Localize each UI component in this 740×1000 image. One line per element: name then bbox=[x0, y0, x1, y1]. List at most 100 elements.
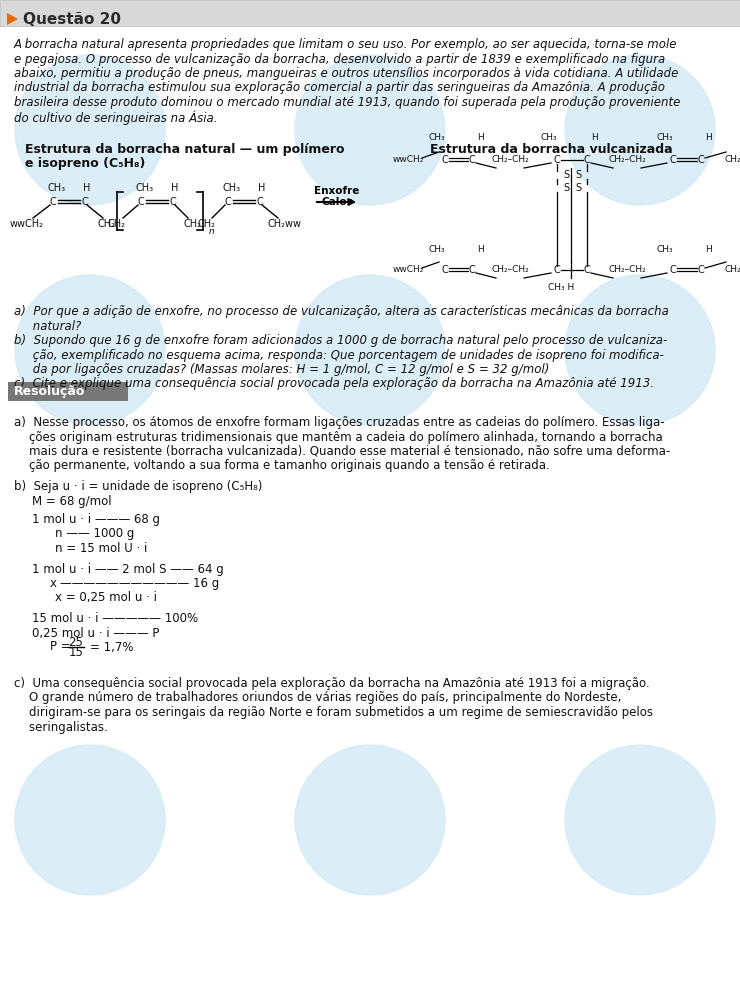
Text: Questão 20: Questão 20 bbox=[23, 11, 121, 26]
Text: CH₃: CH₃ bbox=[541, 133, 557, 142]
Text: CH₂–CH₂: CH₂–CH₂ bbox=[608, 155, 646, 164]
Text: C: C bbox=[81, 197, 88, 207]
Text: CH₃: CH₃ bbox=[656, 133, 673, 142]
Text: da por ligações cruzadas? (Massas molares: H = 1 g/mol, C = 12 g/mol e S = 32 g/: da por ligações cruzadas? (Massas molare… bbox=[14, 363, 549, 376]
Text: CH₃: CH₃ bbox=[223, 183, 241, 193]
Text: n —— 1000 g: n —— 1000 g bbox=[55, 528, 135, 540]
Text: C: C bbox=[169, 197, 176, 207]
Text: Estrutura da borracha vulcanizada: Estrutura da borracha vulcanizada bbox=[430, 143, 673, 156]
Text: Enxofre: Enxofre bbox=[314, 186, 359, 196]
Text: CH₂–CH₂: CH₂–CH₂ bbox=[608, 265, 646, 274]
Circle shape bbox=[565, 745, 715, 895]
Text: CH₂ww: CH₂ww bbox=[724, 265, 740, 274]
Text: seringalistas.: seringalistas. bbox=[14, 720, 108, 734]
Text: CH₂: CH₂ bbox=[108, 219, 126, 229]
Text: c)  Uma consequência social provocada pela exploração da borracha na Amazônia at: c) Uma consequência social provocada pel… bbox=[14, 677, 650, 690]
Circle shape bbox=[565, 275, 715, 425]
Text: CH₃: CH₃ bbox=[48, 183, 66, 193]
Text: a)  Nesse processo, os átomos de enxofre formam ligações cruzadas entre as cadei: a) Nesse processo, os átomos de enxofre … bbox=[14, 416, 665, 429]
Text: abaixo, permitiu a produção de pneus, mangueiras e outros utensílios incorporado: abaixo, permitiu a produção de pneus, ma… bbox=[14, 67, 679, 80]
Polygon shape bbox=[7, 13, 18, 25]
Text: b)  Seja u · i = unidade de isopreno (C₅H₈): b) Seja u · i = unidade de isopreno (C₅H… bbox=[14, 480, 263, 493]
Text: e isopreno (C₅H₈): e isopreno (C₅H₈) bbox=[25, 157, 145, 170]
Text: 15 mol u · i ————— 100%: 15 mol u · i ————— 100% bbox=[32, 612, 198, 625]
Text: x: x bbox=[50, 577, 57, 590]
Text: 25: 25 bbox=[69, 636, 84, 648]
Text: H: H bbox=[591, 133, 599, 142]
Text: wwCH₂: wwCH₂ bbox=[392, 155, 424, 164]
Text: dirigiram-se para os seringais da região Norte e foram submetidos a um regime de: dirigiram-se para os seringais da região… bbox=[14, 706, 653, 719]
Text: ções originam estruturas tridimensionais que mantêm a cadeia do polímero alinhad: ções originam estruturas tridimensionais… bbox=[14, 430, 663, 444]
Text: Estrutura da borracha natural — um polímero: Estrutura da borracha natural — um polím… bbox=[25, 143, 345, 156]
Text: do cultivo de seringueiras na Ásia.: do cultivo de seringueiras na Ásia. bbox=[14, 110, 218, 125]
Text: c)  Cite e explique uma consequência social provocada pela exploração da borrach: c) Cite e explique uma consequência soci… bbox=[14, 377, 654, 390]
Text: 0,25 mol u · i ——— P: 0,25 mol u · i ——— P bbox=[32, 626, 159, 640]
Text: Resolução: Resolução bbox=[14, 385, 85, 398]
Text: CH₂: CH₂ bbox=[197, 219, 215, 229]
Text: C: C bbox=[138, 197, 144, 207]
Circle shape bbox=[15, 275, 165, 425]
Text: S: S bbox=[563, 183, 569, 193]
Text: C: C bbox=[50, 197, 56, 207]
Text: C: C bbox=[442, 265, 448, 275]
Text: = 1,7%: = 1,7% bbox=[90, 641, 133, 654]
Text: C: C bbox=[670, 155, 676, 165]
Text: CH₂–CH₂: CH₂–CH₂ bbox=[491, 155, 529, 164]
Text: M = 68 g/mol: M = 68 g/mol bbox=[32, 494, 112, 508]
Text: O grande número de trabalhadores oriundos de várias regiões do país, principalme: O grande número de trabalhadores oriundo… bbox=[14, 692, 622, 704]
Text: x = 0,25 mol u · i: x = 0,25 mol u · i bbox=[55, 591, 157, 604]
Text: Calor: Calor bbox=[321, 197, 352, 207]
Text: wwCH₂: wwCH₂ bbox=[10, 219, 44, 229]
Text: C: C bbox=[554, 155, 560, 165]
Text: C: C bbox=[698, 265, 704, 275]
Text: ção, exemplificado no esquema acima, responda: Que porcentagem de unidades de is: ção, exemplificado no esquema acima, res… bbox=[14, 349, 664, 361]
Text: wwCH₂: wwCH₂ bbox=[392, 265, 424, 274]
Text: S: S bbox=[563, 170, 569, 180]
Text: CH₂ww: CH₂ww bbox=[267, 219, 301, 229]
FancyBboxPatch shape bbox=[0, 0, 740, 26]
Circle shape bbox=[295, 275, 445, 425]
Text: H: H bbox=[477, 245, 483, 254]
Circle shape bbox=[295, 55, 445, 205]
Text: H: H bbox=[172, 183, 178, 193]
Text: A borracha natural apresenta propriedades que limitam o seu uso. Por exemplo, ao: A borracha natural apresenta propriedade… bbox=[14, 38, 678, 51]
Text: n: n bbox=[209, 228, 215, 236]
Text: S: S bbox=[575, 183, 581, 193]
Text: C: C bbox=[698, 155, 704, 165]
Text: brasileira desse produto dominou o mercado mundial até 1913, quando foi superada: brasileira desse produto dominou o merca… bbox=[14, 96, 680, 109]
Text: n = 15 mol U · i: n = 15 mol U · i bbox=[55, 542, 147, 555]
Circle shape bbox=[295, 745, 445, 895]
FancyBboxPatch shape bbox=[8, 382, 128, 401]
Text: H: H bbox=[706, 245, 713, 254]
Text: 1 mol u · i ——— 68 g: 1 mol u · i ——— 68 g bbox=[32, 513, 160, 526]
Text: CH₂: CH₂ bbox=[184, 219, 202, 229]
Text: H: H bbox=[84, 183, 91, 193]
Text: ção permanente, voltando a sua forma e tamanho originais quando a tensão é retir: ção permanente, voltando a sua forma e t… bbox=[14, 460, 550, 473]
Text: industrial da borracha estimulou sua exploração comercial a partir das seringuei: industrial da borracha estimulou sua exp… bbox=[14, 82, 665, 95]
Text: H: H bbox=[258, 183, 266, 193]
Text: CH₂ww: CH₂ww bbox=[724, 155, 740, 164]
Text: mais dura e resistente (borracha vulcanizada). Quando esse material é tensionado: mais dura e resistente (borracha vulcani… bbox=[14, 445, 670, 458]
Circle shape bbox=[15, 745, 165, 895]
Text: C: C bbox=[584, 155, 591, 165]
Text: H: H bbox=[706, 133, 713, 142]
Circle shape bbox=[565, 55, 715, 205]
Text: CH₃ H: CH₃ H bbox=[548, 284, 574, 292]
Text: C: C bbox=[442, 155, 448, 165]
Text: P =: P = bbox=[50, 641, 70, 654]
Text: C: C bbox=[584, 265, 591, 275]
Text: H: H bbox=[477, 133, 483, 142]
Text: 1 mol u · i —— 2 mol S —— 64 g: 1 mol u · i —— 2 mol S —— 64 g bbox=[32, 562, 223, 576]
Text: CH₂–CH₂: CH₂–CH₂ bbox=[491, 265, 529, 274]
Text: C: C bbox=[468, 265, 475, 275]
Text: C: C bbox=[670, 265, 676, 275]
Text: CH₂: CH₂ bbox=[98, 219, 116, 229]
Text: S: S bbox=[575, 170, 581, 180]
Text: 15: 15 bbox=[69, 646, 84, 658]
Text: C: C bbox=[468, 155, 475, 165]
Text: CH₃: CH₃ bbox=[428, 133, 445, 142]
Text: a)  Por que a adição de enxofre, no processo de vulcanização, altera as caracter: a) Por que a adição de enxofre, no proce… bbox=[14, 305, 669, 318]
Text: CH₃: CH₃ bbox=[136, 183, 154, 193]
Circle shape bbox=[15, 55, 165, 205]
Text: e pegajosa. O processo de vulcanização da borracha, desenvolvido a partir de 183: e pegajosa. O processo de vulcanização d… bbox=[14, 52, 665, 66]
